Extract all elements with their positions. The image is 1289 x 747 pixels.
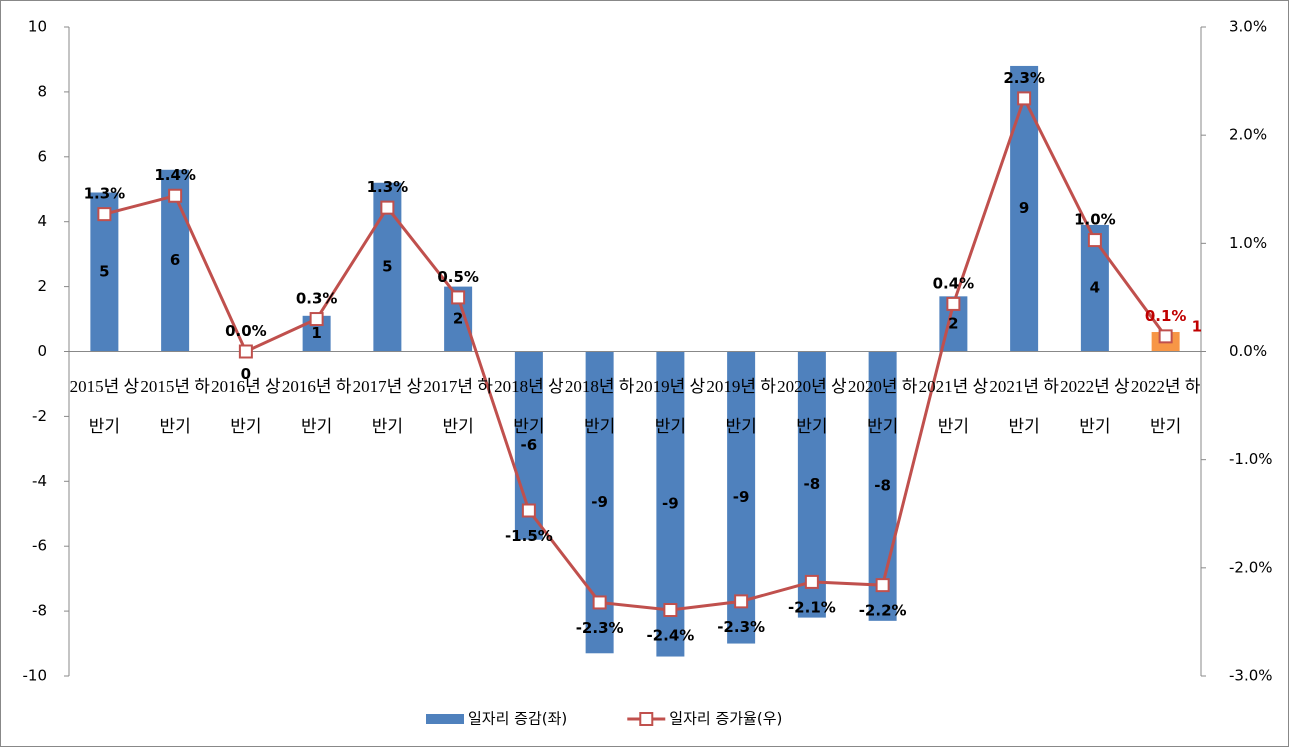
bar-value-label: 5 — [382, 258, 392, 276]
bar-value-label: 0 — [241, 365, 251, 383]
bar-value-label: -6 — [521, 436, 538, 454]
line-value-label: 0.5% — [437, 268, 479, 286]
bar-value-label: -9 — [733, 488, 750, 506]
line-value-label: -1.5% — [505, 527, 553, 545]
line-marker — [380, 200, 395, 215]
x-tick-label: 2021년 상반기 — [918, 377, 989, 436]
bar-value-label: 4 — [1090, 279, 1100, 297]
line-marker — [592, 595, 607, 610]
line-marker — [946, 296, 961, 311]
x-tick-label: 2017년 상반기 — [352, 377, 423, 436]
line-marker — [804, 574, 819, 589]
line-marker — [1158, 329, 1173, 344]
bar-value-label: -9 — [662, 495, 679, 513]
line — [103, 94, 1167, 612]
y-tick-label: -8 — [32, 602, 47, 620]
line-value-label: 2.3% — [1003, 69, 1045, 87]
line-marker — [97, 207, 112, 222]
bar — [1010, 65, 1039, 352]
line-marker — [168, 188, 183, 203]
y2-tick-label: 3.0% — [1229, 18, 1267, 36]
x-tick-label: 2020년 상반기 — [777, 377, 847, 436]
line-value-label: 0.4% — [933, 274, 975, 292]
line-marker — [238, 344, 253, 359]
legend-label: 일자리 증감(좌) — [468, 710, 567, 728]
line-value-label: 0.0% — [225, 322, 267, 340]
y-tick-label: 2 — [37, 277, 47, 295]
line-value-label: -2.2% — [859, 602, 907, 620]
bar-value-label: -8 — [874, 477, 891, 495]
bar-value-label: 1 — [311, 324, 321, 342]
y-tick-label: -6 — [32, 537, 47, 555]
bar — [797, 351, 826, 618]
line-value-label: 1.3% — [84, 185, 126, 203]
line-marker — [663, 603, 678, 618]
y-tick-label: 4 — [37, 212, 47, 230]
y2-tick-label: 1.0% — [1229, 234, 1267, 252]
line-value-label: -2.3% — [576, 619, 624, 637]
x-tick-label: 2016년 하반기 — [281, 377, 352, 436]
y-tick-label: -10 — [23, 667, 48, 685]
y-tick-label: -2 — [32, 407, 47, 425]
legend-label: 일자리 증가율(우) — [669, 710, 782, 728]
bar-value-label: 2 — [453, 310, 463, 328]
bar-value-label: 6 — [170, 251, 180, 269]
line-marker — [309, 312, 324, 327]
bar-value-label: -8 — [804, 475, 821, 493]
line-value-label: 1.0% — [1074, 211, 1116, 229]
x-tick-label: 2018년 상반기 — [494, 377, 564, 436]
y2-tick-label: -1.0% — [1229, 450, 1273, 468]
x-tick-label: 2015년 상반기 — [69, 377, 140, 436]
y-tick-label: 6 — [37, 147, 47, 165]
y2-tick-label: -2.0% — [1229, 558, 1273, 576]
x-tick-label: 2021년 하반기 — [989, 377, 1059, 436]
x-tick-label: 2022년 하반기 — [1130, 377, 1201, 436]
line-value-label: -2.3% — [717, 618, 765, 636]
legend-swatch — [426, 714, 464, 724]
bar — [868, 351, 897, 621]
y2-tick-label: -3.0% — [1229, 667, 1273, 685]
line-marker — [521, 503, 536, 518]
y2-tick-label: 2.0% — [1229, 126, 1267, 144]
bar-value-label: 9 — [1019, 199, 1029, 217]
bar-value-label: 5 — [99, 262, 109, 280]
line-value-label: 0.1% — [1145, 307, 1187, 325]
y-tick-label: 8 — [37, 82, 47, 100]
bar-value-label: 1 — [1192, 318, 1202, 336]
line-marker — [1087, 233, 1102, 248]
x-tick-label: 2019년 상반기 — [635, 377, 706, 436]
line-value-label: 0.3% — [296, 290, 338, 308]
bar-value-label: -9 — [591, 493, 608, 511]
x-tick-label: 2018년 하반기 — [564, 377, 635, 436]
line-marker — [1017, 91, 1032, 106]
x-tick-label: 2020년 하반기 — [847, 377, 918, 436]
bar-value-label: 2 — [948, 314, 958, 332]
legend-swatch-marker — [639, 712, 654, 726]
line-value-label: 1.4% — [154, 166, 196, 184]
y-tick-label: 10 — [28, 18, 47, 36]
x-tick-label: 2015년 하반기 — [140, 377, 210, 436]
x-tick-label: 2016년 상반기 — [211, 377, 281, 436]
line-marker — [875, 578, 890, 593]
line-value-label: -2.4% — [646, 627, 694, 645]
x-tick-label: 2019년 하반기 — [706, 377, 776, 436]
y-tick-label: 0 — [37, 342, 47, 360]
line-marker — [734, 594, 749, 609]
line-marker — [451, 290, 466, 305]
y-tick-label: -4 — [32, 472, 47, 490]
x-tick-label: 2017년 하반기 — [423, 377, 493, 436]
y2-tick-label: 0.0% — [1229, 342, 1267, 360]
line-value-label: 1.3% — [367, 178, 409, 196]
x-tick-label: 2022년 상반기 — [1060, 377, 1130, 436]
line-value-label: -2.1% — [788, 598, 836, 616]
